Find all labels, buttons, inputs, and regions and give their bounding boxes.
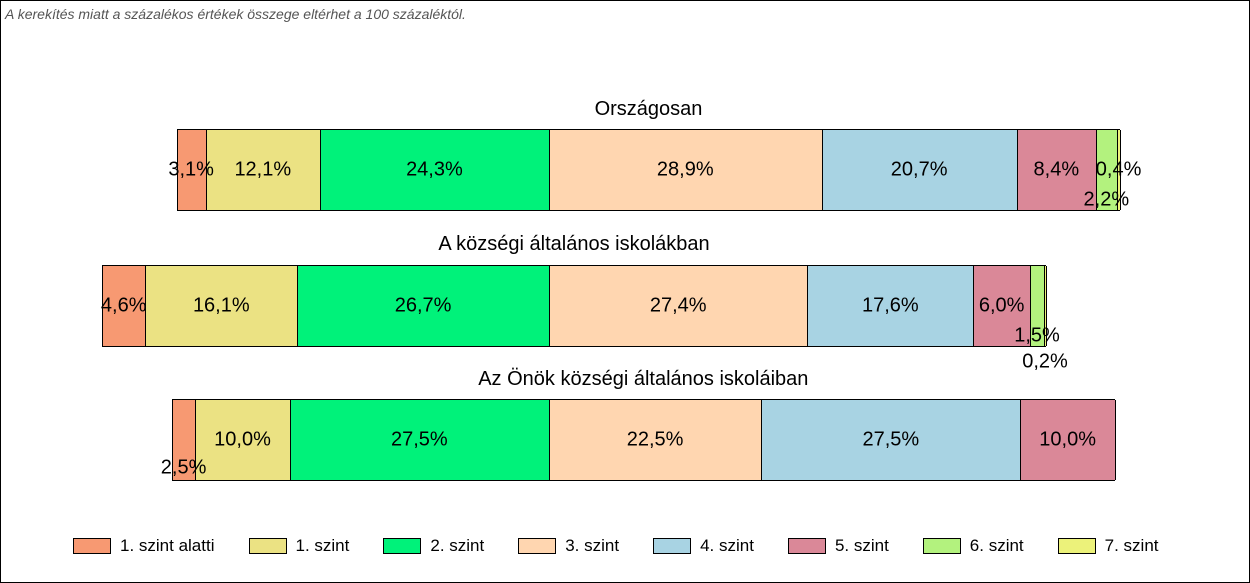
legend-label: 1. szint — [295, 536, 350, 555]
legend-swatch — [787, 538, 826, 554]
legend-item: 1. szint alatti — [73, 536, 215, 556]
data-label: 12,1% — [234, 158, 292, 181]
bar-title: Az Önök községi általános iskoláiban — [478, 368, 809, 390]
bar-segment — [196, 400, 291, 480]
stacked-bar — [102, 265, 1047, 347]
data-label: 0,4% — [1095, 158, 1142, 181]
legend-item: 4. szint — [653, 536, 754, 556]
bar-title: Országosan — [594, 98, 703, 120]
bar-segment — [1017, 130, 1097, 210]
bar-segment — [974, 266, 1031, 346]
data-label: 27,4% — [649, 294, 707, 317]
bar-segment — [320, 130, 550, 210]
data-label: 2,5% — [160, 456, 207, 479]
stacked-bar — [171, 399, 1116, 481]
bar-segment — [177, 130, 207, 210]
legend-label: 3. szint — [565, 536, 620, 555]
legend-label: 6. szint — [969, 536, 1024, 555]
data-label: 20,7% — [890, 158, 948, 181]
bar-segment — [206, 130, 321, 210]
stacked-bar — [176, 129, 1122, 211]
data-label: 4,6% — [100, 294, 147, 317]
legend-swatch — [518, 538, 557, 554]
legend-label: 4. szint — [700, 536, 754, 555]
data-label: 24,3% — [406, 158, 463, 181]
data-label: 27,5% — [862, 428, 920, 451]
legend-swatch — [73, 538, 111, 554]
bar-segment — [1045, 266, 1047, 346]
legend: 1. szint alatti 1. szint 2. szint 3. szint 4… — [73, 536, 1193, 556]
legend-swatch — [248, 538, 287, 554]
bar-segment — [1021, 400, 1116, 480]
data-label: 0,2% — [1022, 350, 1068, 373]
data-label: 3,1% — [168, 158, 214, 181]
bar-segment — [1030, 266, 1046, 346]
data-label: 22,5% — [626, 428, 684, 451]
legend-label: 1. szint alatti — [120, 536, 215, 555]
bar-segment — [298, 266, 550, 346]
legend-swatch — [922, 538, 961, 554]
legend-item: 2. szint — [383, 536, 484, 556]
legend-item: 7. szint — [1057, 536, 1159, 556]
bar-segment — [1096, 130, 1118, 210]
bar-title: A községi általános iskolákban — [438, 233, 710, 255]
legend-swatch — [1057, 538, 1096, 554]
data-label: 16,1% — [192, 294, 250, 317]
legend-item: 6. szint — [922, 536, 1024, 556]
bar-segment — [549, 130, 823, 210]
data-label: 1,5% — [1014, 324, 1060, 347]
rounding-note: A kerekítés miatt a százalékos értékek ö… — [5, 6, 466, 22]
legend-swatch — [653, 538, 692, 554]
bar-segment — [290, 400, 550, 480]
data-label: 10,0% — [1039, 428, 1096, 451]
bar-segment — [822, 130, 1018, 210]
bar-segment — [172, 400, 197, 480]
bar-segment — [808, 266, 975, 346]
legend-item: 1. szint — [248, 536, 350, 556]
data-label: 8,4% — [1033, 158, 1080, 181]
data-label: 10,0% — [214, 428, 271, 451]
data-label: 6,0% — [978, 294, 1025, 317]
legend-item: 5. szint — [787, 536, 889, 556]
data-label: 26,7% — [394, 294, 452, 317]
legend-swatch — [383, 538, 422, 554]
bar-segment — [1117, 130, 1122, 210]
bar-segment — [549, 266, 809, 346]
data-label: 28,9% — [656, 158, 714, 181]
legend-label: 5. szint — [834, 536, 889, 555]
bar-segment — [103, 266, 147, 346]
legend-item: 3. szint — [518, 536, 619, 556]
bar-segment — [146, 266, 299, 346]
data-label: 17,6% — [862, 294, 919, 317]
data-label: 2,2% — [1083, 188, 1130, 211]
bar-segment — [549, 400, 763, 480]
bar-segment — [762, 400, 1022, 480]
data-label: 27,5% — [390, 428, 448, 451]
legend-label: 2. szint — [430, 536, 485, 555]
legend-label: 7. szint — [1104, 536, 1159, 555]
